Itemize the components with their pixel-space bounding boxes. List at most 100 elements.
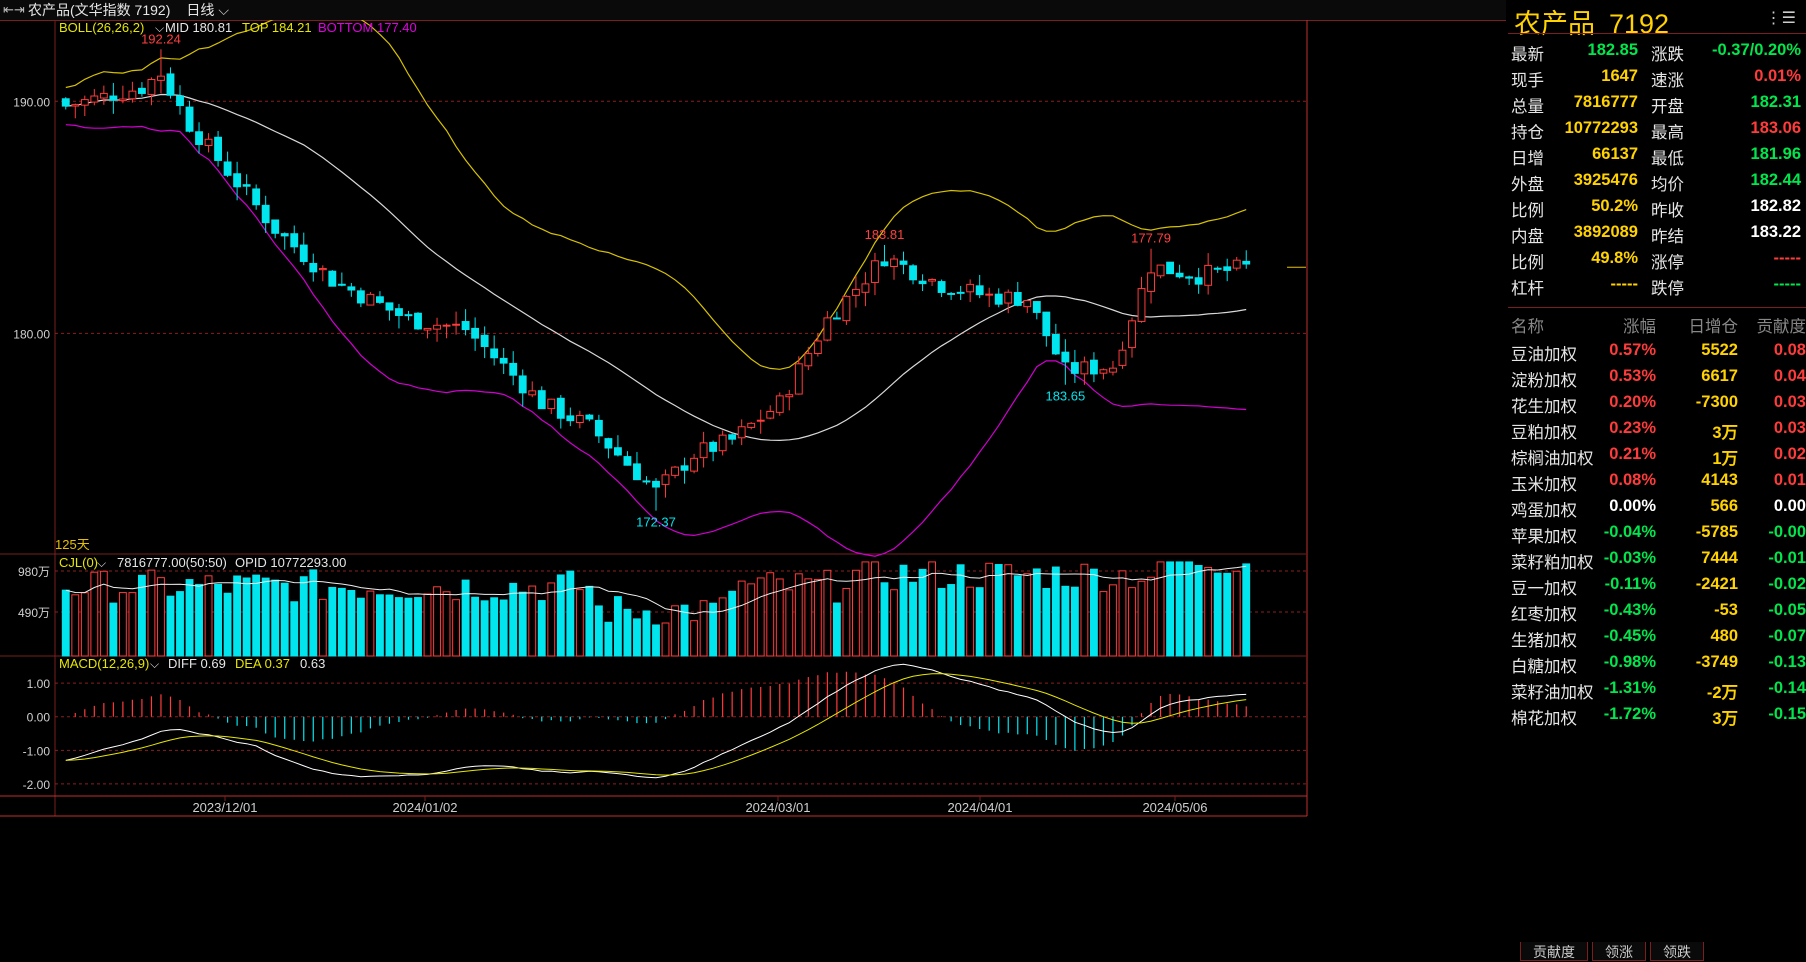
chevron-down-icon[interactable]: ⌵ — [218, 1, 229, 18]
quote-row: 总量 7816777 开盘 182.31 — [1508, 90, 1806, 116]
tab-top-gainers[interactable]: 领涨 — [1592, 942, 1646, 961]
list-item[interactable]: 玉米加权 0.08% 4143 0.01 — [1508, 468, 1806, 494]
x-date-label: 2024/04/01 — [947, 800, 1012, 815]
item-position-increase: 3万 — [1712, 710, 1738, 728]
candle — [176, 95, 184, 107]
volume-bar — [452, 599, 461, 657]
x-date-label: 2024/01/02 — [392, 800, 457, 815]
candle — [471, 327, 480, 339]
quote-label: 均价 — [1651, 176, 1684, 194]
menu-icon[interactable]: ⋮☰ — [1765, 10, 1796, 27]
item-change: 0.21% — [1609, 445, 1656, 463]
item-name: 玉米加权 — [1511, 476, 1577, 494]
back-arrow-icon[interactable]: ⇤⇥ — [3, 2, 25, 17]
candle — [909, 265, 917, 281]
volume-bar — [1042, 587, 1051, 657]
list-item[interactable]: 花生加权 0.20% -7300 0.03 — [1508, 390, 1806, 416]
tab-top-losers[interactable]: 领跌 — [1650, 942, 1704, 961]
list-item[interactable]: 菜籽油加权 -1.31% -2万 -0.14 — [1508, 676, 1806, 702]
quote-label: 外盘 — [1511, 176, 1544, 194]
candle — [747, 422, 756, 428]
volume-bar — [395, 597, 403, 657]
item-name: 生猪加权 — [1511, 632, 1577, 650]
list-item[interactable]: 淀粉加权 0.53% 6617 0.04 — [1508, 364, 1806, 390]
volume-bar — [832, 602, 841, 657]
candle — [499, 357, 508, 364]
quote-row: 日增 66137 最低 181.96 — [1508, 142, 1806, 168]
col-change[interactable]: 涨幅 — [1623, 318, 1656, 336]
volume-bar — [1185, 561, 1194, 657]
quote-label: 日增 — [1511, 150, 1544, 168]
component-list: 豆油加权 0.57% 5522 0.08 淀粉加权 0.53% 6617 0.04 花生加权 0.… — [1508, 338, 1806, 728]
list-item[interactable]: 苹果加权 -0.04% -5785 -0.00 — [1508, 520, 1806, 546]
volume-bar — [937, 587, 946, 657]
list-item[interactable]: 豆油加权 0.57% 5522 0.08 — [1508, 338, 1806, 364]
price-annotation: 177.79 — [1131, 231, 1171, 246]
list-item[interactable]: 菜籽粕加权 -0.03% 7444 -0.01 — [1508, 546, 1806, 572]
quote-row: 比例 50.2% 昨收 182.82 — [1508, 194, 1806, 220]
x-date-label: 2024/03/01 — [745, 800, 810, 815]
y-tick-label: -2.00 — [23, 778, 51, 792]
volume-bar — [842, 587, 851, 657]
price-annotation: 183.65 — [1045, 389, 1085, 404]
quote-label: 速涨 — [1651, 72, 1684, 90]
list-item[interactable]: 棉花加权 -1.72% 3万 -0.15 — [1508, 702, 1806, 728]
candle — [1232, 259, 1241, 269]
volume-bar — [880, 582, 889, 657]
list-item[interactable]: 红枣加权 -0.43% -53 -0.05 — [1508, 598, 1806, 624]
volume-bar — [252, 574, 261, 657]
volume-bar — [309, 569, 318, 657]
candle — [71, 104, 80, 107]
volume-bar — [928, 561, 937, 657]
list-item[interactable]: 棕榈油加权 0.21% 1万 0.02 — [1508, 442, 1806, 468]
candle — [61, 98, 70, 107]
item-position-increase: 3万 — [1712, 424, 1738, 442]
kline-chart[interactable]: 190.00 180.00 192.24 172.37 183.81 183.65 177.… — [0, 20, 1506, 962]
volume-bar — [61, 589, 70, 657]
volume-bar — [547, 582, 556, 657]
list-item[interactable]: 白糖加权 -0.98% -3749 -0.13 — [1508, 650, 1806, 676]
col-name[interactable]: 名称 — [1511, 318, 1544, 336]
list-item[interactable]: 生猪加权 -0.45% 480 -0.07 — [1508, 624, 1806, 650]
quote-value: 66137 — [1592, 145, 1638, 163]
quote-value: -0.37/0.20% — [1712, 41, 1801, 59]
tab-contribution[interactable]: 贡献度 — [1520, 942, 1588, 961]
candle — [1023, 300, 1032, 308]
item-name: 豆油加权 — [1511, 346, 1577, 364]
candle — [242, 184, 251, 187]
period-selector[interactable]: 日线 — [186, 2, 215, 18]
list-item[interactable]: 豆一加权 -0.11% -2421 -0.02 — [1508, 572, 1806, 598]
volume-bar — [1099, 591, 1108, 657]
volume-bar — [1242, 563, 1251, 657]
tab-bar: 贡献度 领涨 领跌 — [1508, 940, 1806, 962]
instrument-header: 农产品 7192 — [1514, 2, 1683, 41]
candle — [490, 348, 499, 359]
volume-bar — [690, 620, 699, 657]
candle — [128, 90, 137, 100]
volume-bar — [442, 591, 451, 657]
candle — [356, 290, 365, 304]
candle — [1032, 301, 1041, 313]
volume-bar — [480, 600, 489, 657]
item-name: 红枣加权 — [1511, 606, 1577, 624]
item-name: 豆一加权 — [1511, 580, 1577, 598]
item-contribution: -0.00 — [1768, 523, 1806, 541]
y-tick-label: 490万 — [18, 606, 50, 620]
candle — [195, 131, 203, 145]
quote-value: 182.31 — [1750, 93, 1801, 111]
item-change: -0.11% — [1604, 575, 1656, 593]
opid-value: OPID 10772293.00 — [235, 555, 346, 570]
price-annotation: 172.37 — [636, 515, 676, 530]
candle — [861, 283, 870, 293]
volume-bar — [556, 574, 565, 657]
y-tick-label: 1.00 — [27, 677, 51, 691]
list-item[interactable]: 豆粕加权 0.23% 3万 0.03 — [1508, 416, 1806, 442]
col-contribution[interactable]: 贡献度 — [1756, 318, 1806, 336]
candle — [1204, 264, 1213, 286]
candle — [271, 219, 280, 234]
quote-value: ----- — [1773, 249, 1801, 267]
candle — [518, 375, 527, 394]
list-item[interactable]: 鸡蛋加权 0.00% 566 0.00 — [1508, 494, 1806, 520]
candle — [385, 302, 394, 311]
col-position[interactable]: 日增仓 — [1688, 318, 1739, 336]
